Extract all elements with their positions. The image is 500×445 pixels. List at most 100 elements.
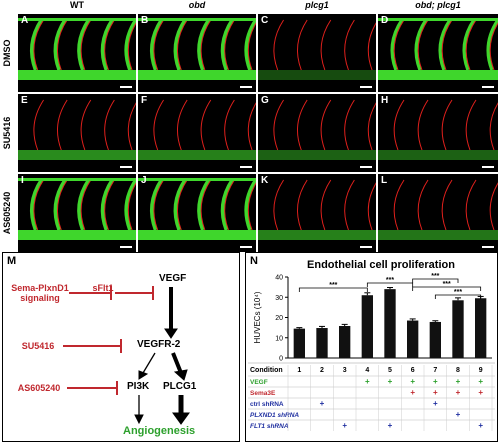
panel-n-label: N	[250, 255, 258, 267]
condition-mark: +	[388, 377, 393, 386]
sig-bracket	[366, 282, 414, 287]
scale-bar	[482, 246, 494, 248]
sig-bracket	[412, 286, 482, 291]
sig-label: ***	[386, 277, 394, 284]
bar	[452, 300, 464, 358]
condition-row-label: VEGF	[250, 379, 268, 386]
condition-mark: +	[433, 377, 438, 386]
condition-mark: +	[410, 377, 415, 386]
condition-mark: +	[320, 399, 325, 408]
bar	[407, 320, 419, 358]
sig-bracket	[298, 287, 368, 292]
row-header-as605240: AS605240	[2, 191, 12, 235]
micrograph-panel: J	[138, 174, 256, 252]
panel-letter: A	[21, 15, 29, 26]
condition-number: 7	[433, 367, 437, 374]
bar	[429, 321, 441, 358]
condition-number: 3	[343, 367, 347, 374]
panel-letter: F	[141, 95, 148, 106]
micrograph-panel: E	[18, 94, 136, 172]
scale-bar	[120, 86, 132, 88]
panel-letter: B	[141, 15, 149, 26]
node-plcg1: PLCG1	[163, 381, 197, 392]
node-vegf: VEGF	[159, 273, 187, 284]
scale-bar	[360, 246, 372, 248]
sig-bracket	[434, 294, 482, 299]
condition-mark: +	[342, 421, 347, 430]
sig-bracket	[412, 278, 459, 283]
inhibitor-su5416: SU5416	[21, 341, 55, 351]
sig-label: ***	[454, 289, 462, 296]
condition-number: 6	[411, 367, 415, 374]
scale-bar	[482, 86, 494, 88]
y-tick-label: 0	[279, 356, 283, 363]
condition-mark: +	[433, 399, 438, 408]
bar	[339, 326, 351, 358]
condition-number: 5	[388, 367, 392, 374]
condition-mark: +	[410, 388, 415, 397]
panel-letter: H	[381, 95, 389, 106]
condition-number: 8	[456, 367, 460, 374]
panel-letter: L	[381, 175, 388, 186]
condition-number: 2	[320, 367, 324, 374]
panel-m-diagram: M Sema-PlxnD1 signaling sFlt1 SU5416 AS6…	[2, 252, 240, 442]
panel-letter: G	[261, 95, 269, 106]
condition-mark: +	[388, 421, 393, 430]
sig-label: ***	[329, 282, 337, 289]
inhibition-bars	[63, 286, 154, 395]
condition-mark: +	[478, 421, 483, 430]
node-pi3k: PI3K	[127, 381, 150, 392]
sig-label: ***	[431, 273, 439, 280]
condition-number: 9	[479, 367, 483, 374]
bar	[384, 289, 396, 358]
condition-mark: +	[478, 377, 483, 386]
condition-row-label: PLXND1 shRNA	[250, 412, 299, 419]
micrograph-panel: I	[18, 174, 136, 252]
condition-number: 1	[297, 367, 301, 374]
scale-bar	[360, 86, 372, 88]
condition-number: 4	[365, 367, 369, 374]
y-tick-label: 40	[275, 275, 283, 282]
condition-mark: +	[478, 388, 483, 397]
panel-n-chart: N Endothelial cell proliferation 0 10 20 30…	[245, 252, 498, 442]
bar	[361, 295, 373, 358]
scale-bar	[240, 246, 252, 248]
condition-mark: +	[365, 377, 370, 386]
panel-letter: J	[141, 175, 147, 186]
activation-arrows	[134, 287, 190, 425]
panel-m-label: M	[7, 255, 17, 267]
micrograph-panel: D	[378, 14, 498, 92]
condition-mark: +	[456, 377, 461, 386]
condition-mark: +	[456, 388, 461, 397]
chart-title: Endothelial cell proliferation	[307, 259, 455, 271]
col-header-obd-plcg1: obd; plcg1	[415, 0, 461, 10]
micrograph-panel: A	[18, 14, 136, 92]
node-vegfr2: VEGFR-2	[137, 339, 181, 350]
y-tick-label: 20	[275, 315, 283, 322]
y-tick-label: 30	[275, 295, 283, 302]
micrograph-panel: H	[378, 94, 498, 172]
scale-bar	[482, 166, 494, 168]
scale-bar	[240, 86, 252, 88]
micrograph-panel: L	[378, 174, 498, 252]
micrograph-panel: K	[258, 174, 376, 252]
row-header-dmso: DMSO	[2, 39, 12, 67]
panel-letter: K	[261, 175, 269, 186]
condition-mark: +	[456, 410, 461, 419]
pathway-arrows	[63, 286, 190, 425]
conditions-label: Condition	[250, 367, 283, 374]
condition-mark: +	[433, 388, 438, 397]
scale-bar	[360, 166, 372, 168]
micrograph-panel: G	[258, 94, 376, 172]
bar	[293, 328, 305, 358]
micrograph-panel: B	[138, 14, 256, 92]
scale-bar	[120, 246, 132, 248]
col-header-obd: obd	[188, 0, 206, 10]
col-header-plcg1: plcg1	[305, 0, 329, 10]
condition-row-label: Sema3E	[250, 390, 276, 397]
panel-letter: E	[21, 95, 28, 106]
inhibitor-sema-plxnd1: Sema-PlxnD1 signaling	[11, 283, 69, 303]
panel-letter: C	[261, 15, 269, 26]
micrograph-panel: F	[138, 94, 256, 172]
